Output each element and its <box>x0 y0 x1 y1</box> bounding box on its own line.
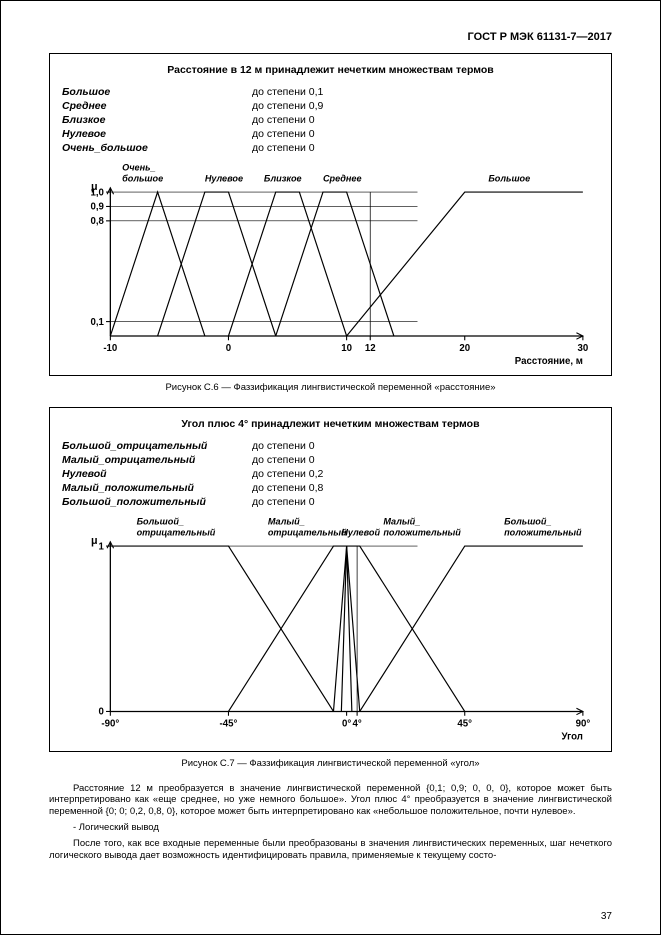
term-row: Большой_положительныйдо степени 0 <box>62 496 599 508</box>
term-value: до степени 0 <box>252 128 315 140</box>
term-row: Близкоедо степени 0 <box>62 114 599 126</box>
term-row: Большоедо степени 0,1 <box>62 86 599 98</box>
svg-text:отрицательный: отрицательный <box>137 527 216 537</box>
term-row: Очень_большоедо степени 0 <box>62 142 599 154</box>
svg-text:Нулевое: Нулевое <box>205 173 243 183</box>
svg-text:Нулевой: Нулевой <box>341 527 380 537</box>
svg-text:Угол: Угол <box>562 731 583 741</box>
svg-text:Малый_: Малый_ <box>383 517 420 527</box>
figure-c7-terms: Большой_отрицательныйдо степени 0Малый_о… <box>62 440 599 508</box>
svg-text:12: 12 <box>365 343 376 354</box>
svg-text:-10: -10 <box>103 343 117 354</box>
document-header: ГОСТ Р МЭК 61131-7—2017 <box>49 31 612 43</box>
svg-text:отрицательный: отрицательный <box>268 527 347 537</box>
term-name: Большое <box>62 86 252 98</box>
figure-c6-chart: 0,10,80,91,0-10010122030μРасстояние, мОч… <box>62 162 599 366</box>
svg-text:1: 1 <box>99 541 105 552</box>
svg-text:0,9: 0,9 <box>90 202 104 213</box>
term-row: Нулевоедо степени 0 <box>62 128 599 140</box>
term-name: Малый_положительный <box>62 482 252 494</box>
figure-c7-title: Угол плюс 4° принадлежит нечетким множес… <box>62 418 599 430</box>
svg-text:0,8: 0,8 <box>90 216 104 227</box>
svg-text:-90°: -90° <box>101 719 119 730</box>
svg-text:-45°: -45° <box>220 719 238 730</box>
page: ГОСТ Р МЭК 61131-7—2017 Расстояние в 12 … <box>0 0 661 935</box>
svg-text:20: 20 <box>459 343 470 354</box>
term-row: Большой_отрицательныйдо степени 0 <box>62 440 599 452</box>
term-value: до степени 0 <box>252 440 315 452</box>
svg-text:Большое: Большое <box>488 173 530 183</box>
term-value: до степени 0,8 <box>252 482 323 494</box>
figure-c6-caption: Рисунок С.6 — Фаззификация лингвистическ… <box>49 382 612 393</box>
term-value: до степени 0,2 <box>252 468 323 480</box>
page-number: 37 <box>601 911 612 922</box>
term-value: до степени 0 <box>252 454 315 466</box>
term-value: до степени 0,9 <box>252 100 323 112</box>
paragraph-2: - Логический вывод <box>49 822 612 834</box>
term-name: Нулевое <box>62 128 252 140</box>
figure-c6-title: Расстояние в 12 м принадлежит нечетким м… <box>62 64 599 76</box>
figure-c7-box: Угол плюс 4° принадлежит нечетким множес… <box>49 407 612 752</box>
svg-text:45°: 45° <box>457 719 472 730</box>
term-name: Близкое <box>62 114 252 126</box>
svg-text:положительный: положительный <box>383 527 461 537</box>
svg-text:30: 30 <box>577 343 588 354</box>
svg-text:0,1: 0,1 <box>90 317 104 328</box>
figure-c7-chart: 01-90°-45°0°4°45°90°μУголБольшой_отрицат… <box>62 516 599 742</box>
svg-text:0: 0 <box>226 343 231 354</box>
svg-text:положительный: положительный <box>504 527 582 537</box>
term-row: Малый_отрицательныйдо степени 0 <box>62 454 599 466</box>
svg-text:10: 10 <box>341 343 352 354</box>
term-name: Большой_отрицательный <box>62 440 252 452</box>
term-value: до степени 0 <box>252 142 315 154</box>
term-row: Малый_положительныйдо степени 0,8 <box>62 482 599 494</box>
figure-c6-box: Расстояние в 12 м принадлежит нечетким м… <box>49 53 612 376</box>
svg-text:Среднее: Среднее <box>323 173 362 183</box>
term-name: Очень_большое <box>62 142 252 154</box>
svg-text:Малый_: Малый_ <box>268 517 305 527</box>
term-row: Среднеедо степени 0,9 <box>62 100 599 112</box>
svg-text:μ: μ <box>91 181 98 193</box>
svg-text:μ: μ <box>91 535 98 547</box>
term-name: Нулевой <box>62 468 252 480</box>
figure-c6-terms: Большоедо степени 0,1Среднеедо степени 0… <box>62 86 599 154</box>
svg-text:Большой_: Большой_ <box>504 517 551 527</box>
paragraph-3: После того, как все входные переменные б… <box>49 838 612 862</box>
svg-text:Расстояние, м: Расстояние, м <box>515 356 583 366</box>
figure-c7-caption: Рисунок С.7 — Фаззификация лингвистическ… <box>49 758 612 769</box>
svg-text:большое: большое <box>122 173 163 183</box>
svg-text:90°: 90° <box>576 719 591 730</box>
svg-text:0°: 0° <box>342 719 351 730</box>
term-row: Нулевойдо степени 0,2 <box>62 468 599 480</box>
term-value: до степени 0 <box>252 496 315 508</box>
svg-text:4°: 4° <box>352 719 361 730</box>
term-value: до степени 0 <box>252 114 315 126</box>
term-value: до степени 0,1 <box>252 86 323 98</box>
term-name: Большой_положительный <box>62 496 252 508</box>
term-name: Малый_отрицательный <box>62 454 252 466</box>
svg-text:0: 0 <box>99 707 104 718</box>
svg-text:Близкое: Близкое <box>264 173 302 183</box>
term-name: Среднее <box>62 100 252 112</box>
svg-text:Очень_: Очень_ <box>122 163 155 173</box>
paragraph-1: Расстояние 12 м преобразуется в значение… <box>49 783 612 819</box>
svg-text:Большой_: Большой_ <box>137 517 184 527</box>
